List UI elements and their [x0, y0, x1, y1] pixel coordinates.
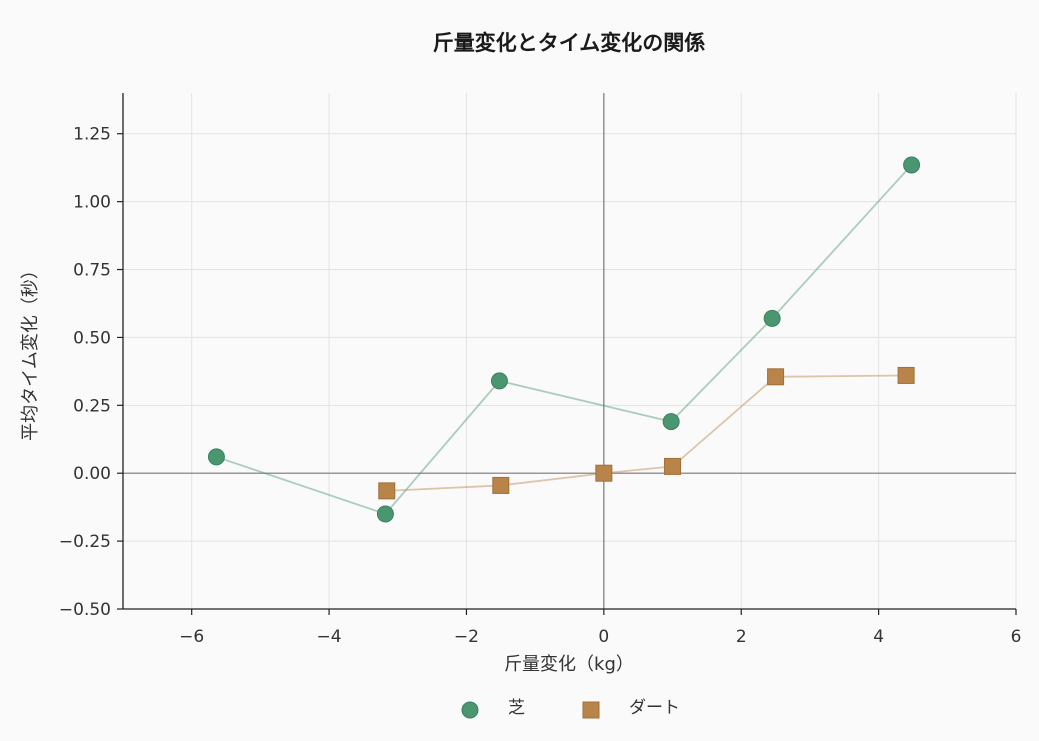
- axes: [122, 93, 1016, 610]
- x-ticks: −6 −4 −2 0 2 4 6: [179, 609, 1021, 647]
- data-point: [897, 366, 915, 384]
- y-tick-label: 0.50: [73, 328, 111, 348]
- series-line: [386, 374, 907, 492]
- x-tick-label: −2: [454, 627, 479, 647]
- x-tick-label: 6: [1011, 627, 1022, 647]
- data-point: [903, 156, 921, 174]
- legend-item-1: 芝: [461, 698, 525, 719]
- data-point: [378, 482, 396, 500]
- y-tick-label: 0.75: [73, 261, 111, 281]
- x-tick-label: 4: [873, 627, 884, 647]
- data-point: [767, 368, 785, 386]
- chart-title: 斤量変化とタイム変化の関係: [433, 31, 706, 55]
- x-tick-label: 2: [736, 627, 747, 647]
- x-tick-label: −4: [317, 627, 342, 647]
- legend-label: ダート: [629, 698, 680, 718]
- x-tick-label: −6: [179, 627, 204, 647]
- y-tick-label: 1.00: [73, 193, 111, 213]
- grid: [123, 93, 1017, 610]
- legend: 芝 ダート: [461, 698, 680, 719]
- y-ticks: −0.50 −0.25 0.00 0.25 0.50 0.75 1.00 1.25: [59, 125, 123, 620]
- data-point: [664, 457, 682, 475]
- reference-lines: [123, 93, 1016, 609]
- x-tick-label: 0: [598, 627, 609, 647]
- data-point: [595, 464, 613, 482]
- legend-label: 芝: [508, 698, 525, 718]
- data-point: [763, 309, 781, 327]
- series-line: [216, 164, 913, 515]
- y-tick-label: −0.50: [59, 600, 111, 620]
- data-point: [492, 476, 510, 494]
- legend-marker: [582, 701, 600, 719]
- x-axis-label: 斤量変化（kg）: [504, 654, 634, 675]
- y-tick-label: 0.00: [73, 464, 111, 484]
- series-layer: [207, 156, 921, 523]
- data-point: [376, 505, 394, 523]
- data-point: [490, 372, 508, 390]
- series-1: [207, 156, 921, 523]
- data-point: [662, 413, 680, 431]
- y-tick-label: −0.25: [59, 532, 111, 552]
- series-2: [378, 366, 915, 500]
- data-point: [207, 448, 225, 466]
- y-tick-label: 0.25: [73, 396, 111, 416]
- legend-marker: [461, 701, 479, 719]
- legend-item-2: ダート: [582, 698, 680, 719]
- y-axis-label: 平均タイム変化（秒）: [20, 261, 41, 441]
- y-tick-label: 1.25: [73, 125, 111, 145]
